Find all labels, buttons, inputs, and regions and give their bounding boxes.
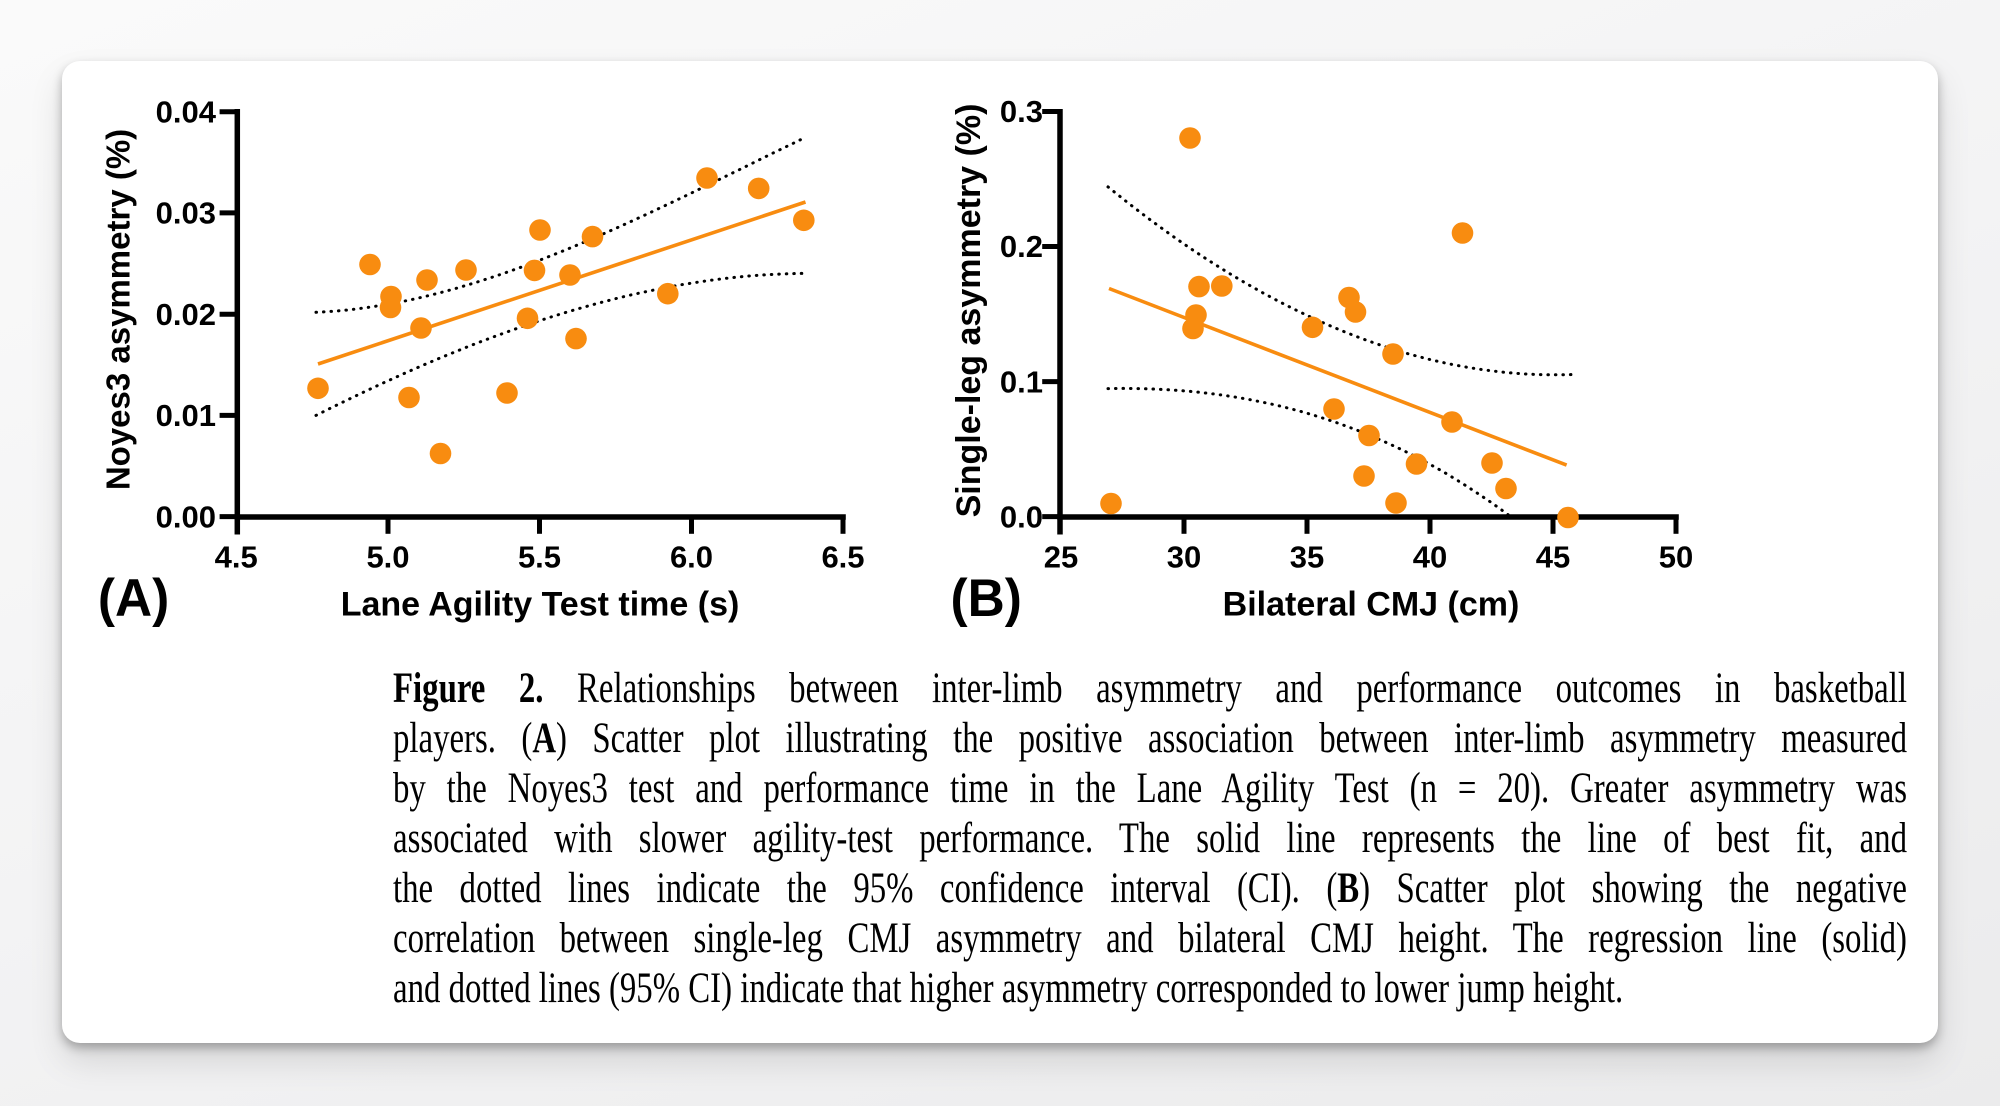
svg-text:30: 30 [1167,540,1201,575]
svg-text:5.5: 5.5 [518,540,561,575]
svg-text:45: 45 [1536,540,1570,575]
svg-text:Bilateral CMJ (cm): Bilateral CMJ (cm) [1223,586,1520,624]
svg-text:0.04: 0.04 [156,94,217,129]
svg-text:5.0: 5.0 [366,540,409,575]
svg-text:35: 35 [1290,540,1324,575]
svg-text:4.5: 4.5 [215,540,258,575]
svg-text:50: 50 [1659,540,1693,575]
svg-text:(A): (A) [98,569,169,628]
svg-text:0.2: 0.2 [1000,229,1043,264]
svg-text:0.1: 0.1 [1000,364,1043,399]
svg-text:Lane Agility Test time (s): Lane Agility Test time (s) [341,586,740,624]
svg-text:0.00: 0.00 [156,499,216,534]
svg-text:Noyes3 asymmetry (%): Noyes3 asymmetry (%) [100,129,137,490]
svg-text:6.5: 6.5 [821,540,864,575]
svg-text:25: 25 [1044,540,1078,575]
svg-text:0.02: 0.02 [156,297,216,332]
svg-text:6.0: 6.0 [670,540,713,575]
svg-text:40: 40 [1413,540,1447,575]
svg-text:0.03: 0.03 [156,196,216,231]
svg-text:0.0: 0.0 [1000,499,1043,534]
svg-text:0.3: 0.3 [1000,94,1043,129]
svg-text:Single-leg asymmetry (%): Single-leg asymmetry (%) [950,104,988,518]
svg-text:0.01: 0.01 [156,398,216,433]
svg-text:(B): (B) [951,569,1022,628]
